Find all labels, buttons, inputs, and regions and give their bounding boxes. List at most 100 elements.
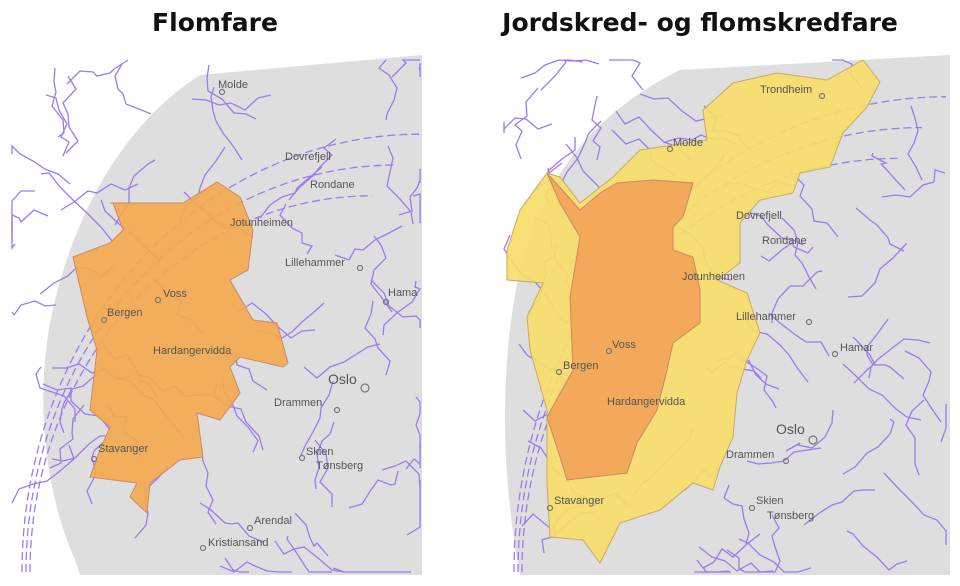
region-boundary	[60, 183, 139, 211]
region-boundary	[503, 117, 553, 133]
region-boundary	[191, 94, 272, 111]
region-boundary	[412, 193, 421, 223]
region-boundary	[540, 59, 584, 91]
region-boundary	[883, 472, 947, 545]
region-boundary	[852, 336, 905, 380]
region-boundary	[300, 380, 334, 456]
place-label: Bergen	[107, 307, 142, 319]
city-marker	[154, 296, 162, 304]
region-boundary	[303, 343, 381, 379]
region-boundary	[370, 279, 421, 328]
region-boundary	[386, 145, 414, 225]
place-label: Skien	[756, 495, 784, 507]
place-label: Drammen	[726, 449, 774, 461]
region-boundary	[224, 557, 249, 573]
place-label: Kristiansand	[208, 537, 269, 549]
region-boundary	[59, 373, 98, 434]
place-label: Trondheim	[760, 84, 812, 96]
map-landslide[interactable]: Trondheim Molde Dovrefjell Rondane Jotunheim…	[503, 55, 950, 575]
place-label: Lillehammer	[736, 311, 796, 323]
place-label: Oslo	[328, 371, 357, 387]
region-boundary	[771, 270, 823, 323]
place-label: Arendal	[254, 515, 292, 527]
place-label: Rondane	[762, 235, 807, 247]
region-boundary	[591, 95, 602, 161]
city-marker	[782, 457, 790, 465]
city-marker	[246, 524, 254, 532]
region-boundary	[609, 59, 644, 91]
region-boundary	[418, 63, 421, 77]
region-boundary	[35, 366, 76, 422]
region-boundary	[286, 535, 332, 573]
place-label: Tønsberg	[767, 510, 814, 522]
region-boundary	[871, 152, 906, 191]
region-boundary	[904, 350, 942, 423]
region-boundary	[760, 242, 814, 262]
place-label: Dovrefjell	[736, 210, 782, 222]
region-boundary	[789, 170, 839, 238]
region-boundary	[279, 203, 314, 255]
region-boundary	[905, 399, 925, 476]
place-labels: Molde Dovrefjell Rondane Jotunheimen Lilleha…	[90, 79, 418, 552]
place-label: Molde	[218, 79, 248, 91]
place-label: Hardangervidda	[607, 396, 686, 408]
region-boundary	[555, 120, 602, 187]
region-boundary	[767, 514, 781, 573]
city-marker	[356, 264, 364, 272]
region-boundary	[364, 300, 391, 376]
region-boundary	[907, 105, 923, 181]
region-boundary	[49, 404, 85, 469]
city-marker	[546, 504, 554, 512]
region-boundary	[11, 190, 35, 242]
region-boundary	[200, 446, 217, 525]
region-boundary	[768, 312, 830, 357]
region-boundary	[513, 87, 539, 160]
region-boundary	[314, 421, 335, 490]
region-boundary	[415, 396, 421, 448]
region-boundary	[842, 418, 895, 475]
region-boundary	[781, 217, 817, 290]
place-label: Hama	[388, 287, 418, 299]
region-boundary	[62, 75, 79, 154]
region-boundary	[406, 482, 421, 536]
region-boundary	[855, 207, 905, 252]
map-flood[interactable]: Molde Dovrefjell Rondane Jotunheimen Lilleha…	[11, 55, 422, 575]
city-marker	[382, 298, 390, 306]
city-marker	[805, 318, 813, 326]
region-boundary	[11, 209, 49, 232]
city-marker	[605, 347, 613, 355]
city-marker	[218, 88, 226, 96]
place-label: Jotunheimen	[682, 271, 745, 283]
map-title-flood: Flomfare	[152, 8, 278, 37]
place-label: Tønsberg	[316, 460, 363, 472]
city-marker	[333, 406, 341, 414]
city-marker	[360, 383, 370, 393]
region-boundary	[723, 484, 750, 545]
region-boundary	[940, 404, 947, 443]
region-boundary	[694, 570, 730, 573]
place-label: Dovrefjell	[285, 151, 331, 163]
region-boundary	[370, 235, 393, 313]
place-label: Hardangervidda	[153, 345, 232, 357]
city-marker	[298, 454, 306, 462]
place-label: Hamar	[840, 342, 873, 354]
region-boundary	[51, 67, 65, 138]
region-boundary	[314, 439, 333, 507]
place-label: Bergen	[563, 360, 598, 372]
place-label: Drammen	[274, 397, 322, 409]
region-boundary	[382, 280, 421, 336]
region-boundary	[785, 409, 834, 452]
region-boundary	[206, 64, 257, 120]
city-marker	[808, 435, 818, 445]
place-label: Stavanger	[554, 495, 604, 507]
place-label: Skien	[306, 446, 334, 458]
city-marker	[666, 145, 674, 153]
place-label: Voss	[612, 339, 636, 351]
city-marker	[90, 455, 98, 463]
hazard-region-orange	[72, 181, 289, 515]
region-boundary	[66, 59, 129, 85]
region-boundary	[696, 533, 761, 569]
city-marker	[818, 92, 826, 100]
place-label: Rondane	[310, 179, 355, 191]
